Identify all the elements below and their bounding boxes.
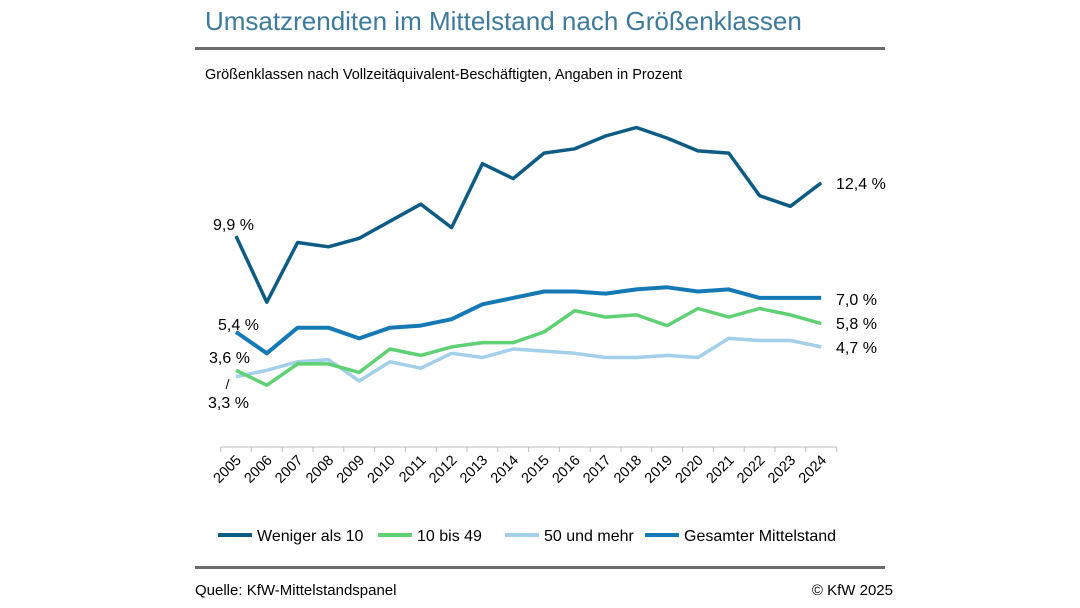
series-line-gesamter-mittelstand — [234, 285, 822, 356]
x-tick-label: 2016 — [549, 453, 583, 487]
title-divider — [195, 47, 885, 50]
source-note: Quelle: KfW-Mittelstandspanel — [195, 582, 397, 599]
chart-subtitle: Größenklassen nach Vollzeitäquivalent-Be… — [205, 67, 683, 83]
start-label-50-und-mehr: 3,3 % — [208, 395, 249, 412]
x-tick-label: 2012 — [426, 453, 460, 487]
x-tick-label: 2015 — [519, 453, 553, 487]
x-tick-label: 2019 — [642, 453, 676, 487]
x-tick-label: 2024 — [796, 453, 830, 487]
x-tick-label: 2007 — [272, 453, 306, 487]
series-line-50-und-mehr — [235, 336, 822, 383]
x-tick-label: 2022 — [734, 453, 768, 487]
x-tick-label: 2023 — [765, 453, 799, 487]
end-label-weniger-als-10: 12,4 % — [836, 176, 886, 193]
start-label-weniger-als-10: 9,9 % — [213, 217, 254, 234]
x-tick-label: 2017 — [580, 453, 614, 487]
x-tick-label: 2021 — [703, 453, 737, 487]
leader-line — [225, 378, 230, 390]
page-title: Umsatzrenditen im Mittelstand nach Größe… — [205, 6, 802, 36]
end-label-10-bis-49: 5,8 % — [836, 316, 877, 333]
x-tick-label: 2011 — [396, 453, 429, 486]
end-label-gesamter-mittelstand: 7,0 % — [836, 292, 877, 309]
x-tick-label: 2018 — [611, 453, 645, 487]
footer-divider — [195, 566, 885, 569]
start-label-10-bis-49: 3,6 % — [209, 350, 250, 367]
end-label-50-und-mehr: 4,7 % — [836, 340, 877, 357]
x-tick-label: 2013 — [457, 453, 491, 487]
series-line-10-bis-49 — [235, 306, 822, 387]
x-tick-label: 2009 — [334, 453, 368, 487]
x-tick-label: 2014 — [488, 453, 522, 487]
start-label-gesamter-mittelstand: 5,4 % — [218, 317, 259, 334]
x-tick-label: 2010 — [365, 453, 399, 487]
x-tick-label: 2006 — [241, 453, 275, 487]
x-tick-label: 2008 — [303, 453, 337, 487]
legend-label: 50 und mehr — [544, 528, 635, 545]
x-tick-label: 2020 — [673, 453, 707, 487]
legend-label: 10 bis 49 — [417, 528, 482, 545]
series-line-weniger-als-10 — [234, 125, 823, 304]
legend-label: Weniger als 10 — [257, 528, 364, 545]
copyright-note: © KfW 2025 — [811, 582, 893, 599]
legend-label: Gesamter Mittelstand — [684, 528, 836, 545]
x-tick-label: 2005 — [211, 453, 245, 487]
